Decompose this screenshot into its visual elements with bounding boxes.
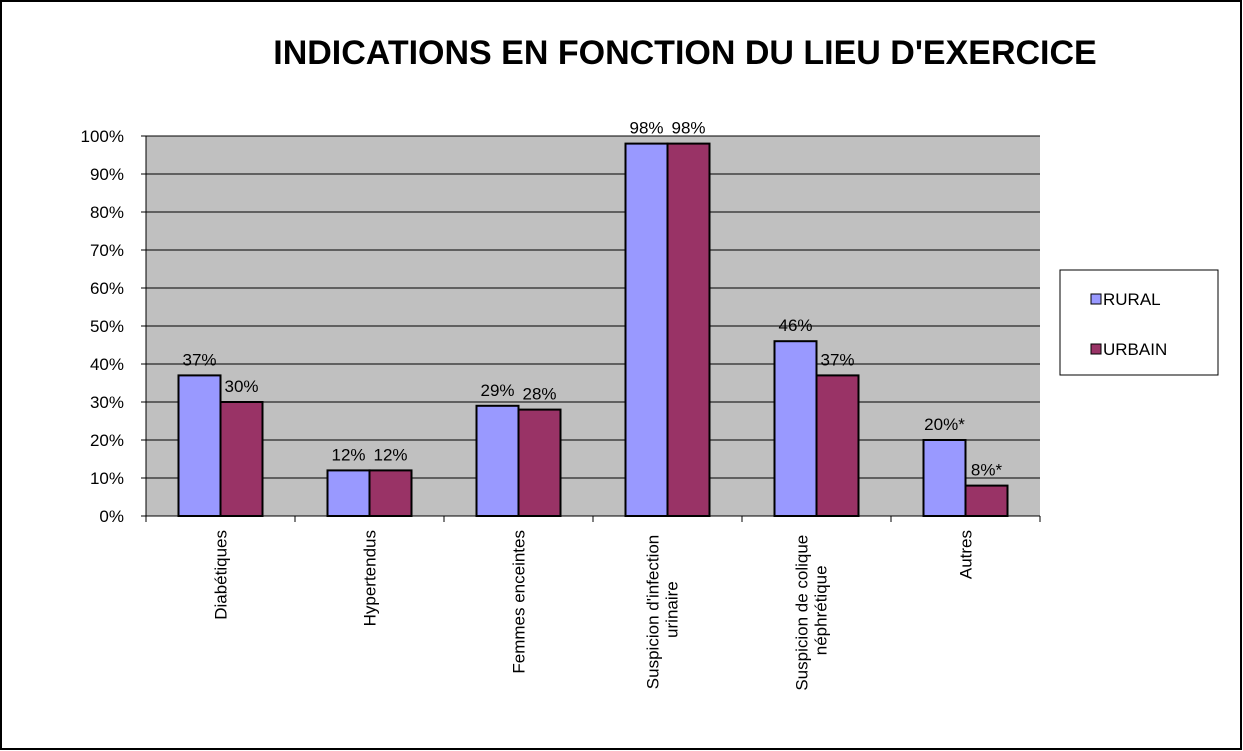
legend-label: URBAIN (1103, 340, 1167, 359)
y-tick-label: 30% (90, 393, 124, 412)
x-tick-label: Femmes enceintes (510, 530, 529, 674)
data-label: 30% (224, 377, 258, 396)
legend-box (1059, 269, 1219, 376)
x-tick-label: Diabétiques (212, 530, 231, 620)
x-tick-label: Suspicion de colique néphrétique (793, 530, 831, 691)
legend-swatch (1090, 343, 1102, 355)
y-tick-label: 40% (90, 355, 124, 374)
x-tick-label-line: néphrétique (812, 565, 831, 655)
y-tick-label: 50% (90, 317, 124, 336)
data-label: 8%* (971, 461, 1003, 480)
y-tick-label: 80% (90, 203, 124, 222)
data-label: 12% (331, 445, 365, 464)
data-label: 98% (671, 119, 705, 138)
x-tick-label: Suspicion d'infection urinaire (644, 530, 682, 689)
data-label: 20%* (924, 415, 965, 434)
bar (773, 340, 818, 518)
bar (475, 404, 520, 517)
bar (815, 374, 860, 517)
data-label: 12% (373, 445, 407, 464)
x-tick-label: Hypertendus (361, 530, 380, 626)
y-tick-label: 100% (81, 127, 124, 146)
x-tick-label-line: Suspicion d'infection (644, 530, 663, 689)
data-label: 46% (778, 316, 812, 335)
bar (177, 374, 222, 517)
legend-label: RURAL (1103, 290, 1161, 309)
data-label: 37% (820, 350, 854, 369)
y-tick-label: 0% (99, 507, 124, 526)
y-tick-label: 20% (90, 431, 124, 450)
bar (922, 439, 967, 517)
y-tick-label: 70% (90, 241, 124, 260)
data-label: 37% (182, 350, 216, 369)
bar (624, 142, 669, 517)
x-tick-label-line: Suspicion de colique (793, 530, 812, 691)
bar (964, 484, 1009, 518)
bar (666, 142, 711, 517)
y-tick-label: 10% (90, 469, 124, 488)
data-label: 29% (480, 381, 514, 400)
legend-swatch (1090, 293, 1102, 305)
bar (517, 408, 562, 518)
y-tick-label: 60% (90, 279, 124, 298)
bar (219, 401, 264, 517)
data-label: 28% (522, 385, 556, 404)
data-label: 98% (629, 119, 663, 138)
x-tick-label-line: urinaire (663, 581, 682, 638)
bar (326, 469, 371, 517)
y-tick-label: 90% (90, 165, 124, 184)
bar (368, 469, 413, 517)
x-tick-label: Autres (957, 530, 976, 579)
chart-title: INDICATIONS EN FONCTION DU LIEU D'EXERCI… (273, 34, 1097, 72)
